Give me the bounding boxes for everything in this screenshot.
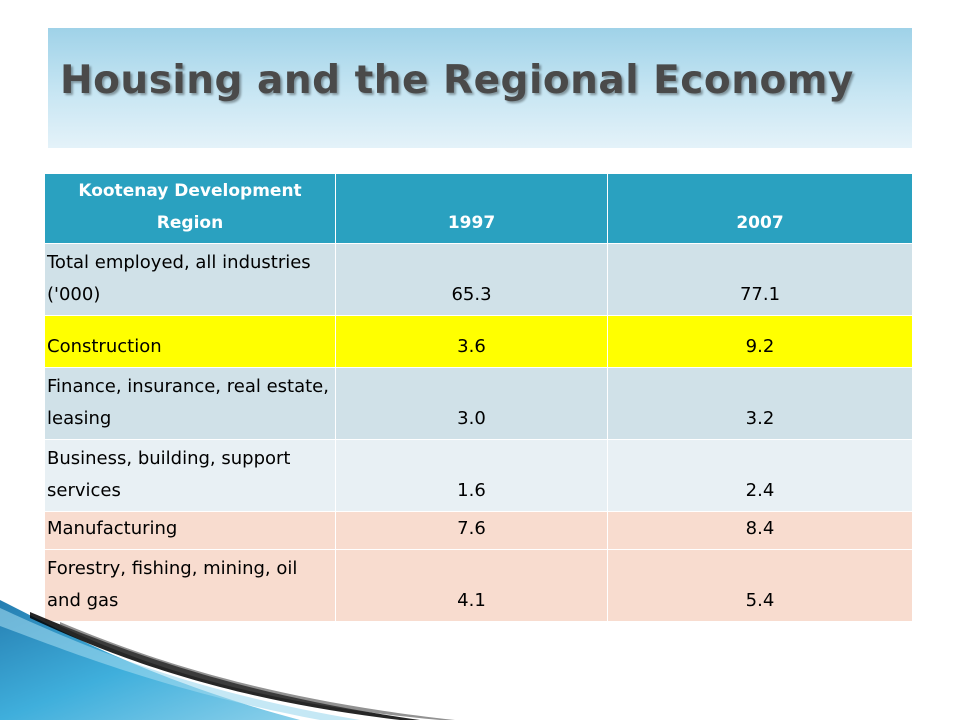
- table-row: Finance, insurance, real estate, leasing…: [44, 367, 913, 440]
- slide-title: Housing and the Regional Economy: [60, 58, 854, 103]
- value-2007: 77.1: [607, 243, 913, 316]
- header-1997: 1997: [335, 173, 608, 244]
- value-2007: 9.2: [607, 315, 913, 368]
- row-label: Finance, insurance, real estate, leasing: [44, 367, 336, 440]
- value-1997: 4.1: [335, 549, 608, 622]
- value-2007: 8.4: [607, 511, 913, 550]
- decorative-swoosh: [0, 600, 455, 720]
- row-label: Forestry, fishing, mining, oil and gas: [44, 549, 336, 622]
- value-1997: 7.6: [335, 511, 608, 550]
- table-row: Construction 3.6 9.2: [44, 315, 913, 368]
- row-label: Construction: [44, 315, 336, 368]
- value-1997: 1.6: [335, 439, 608, 512]
- table-header-row: Kootenay Development Region 1997 2007: [44, 173, 913, 244]
- header-region: Kootenay Development Region: [44, 173, 336, 244]
- value-1997: 3.0: [335, 367, 608, 440]
- table-row: Total employed, all industries ('000) 65…: [44, 243, 913, 316]
- title-banner: [48, 28, 912, 148]
- row-label: Business, building, support services: [44, 439, 336, 512]
- header-2007: 2007: [607, 173, 913, 244]
- value-2007: 2.4: [607, 439, 913, 512]
- table-row: Manufacturing 7.6 8.4: [44, 511, 913, 550]
- employment-table: Kootenay Development Region 1997 2007 To…: [44, 173, 913, 622]
- table-row: Forestry, fishing, mining, oil and gas 4…: [44, 549, 913, 622]
- value-2007: 3.2: [607, 367, 913, 440]
- row-label: Total employed, all industries ('000): [44, 243, 336, 316]
- value-1997: 3.6: [335, 315, 608, 368]
- value-2007: 5.4: [607, 549, 913, 622]
- value-1997: 65.3: [335, 243, 608, 316]
- table-row: Business, building, support services 1.6…: [44, 439, 913, 512]
- row-label: Manufacturing: [44, 511, 336, 550]
